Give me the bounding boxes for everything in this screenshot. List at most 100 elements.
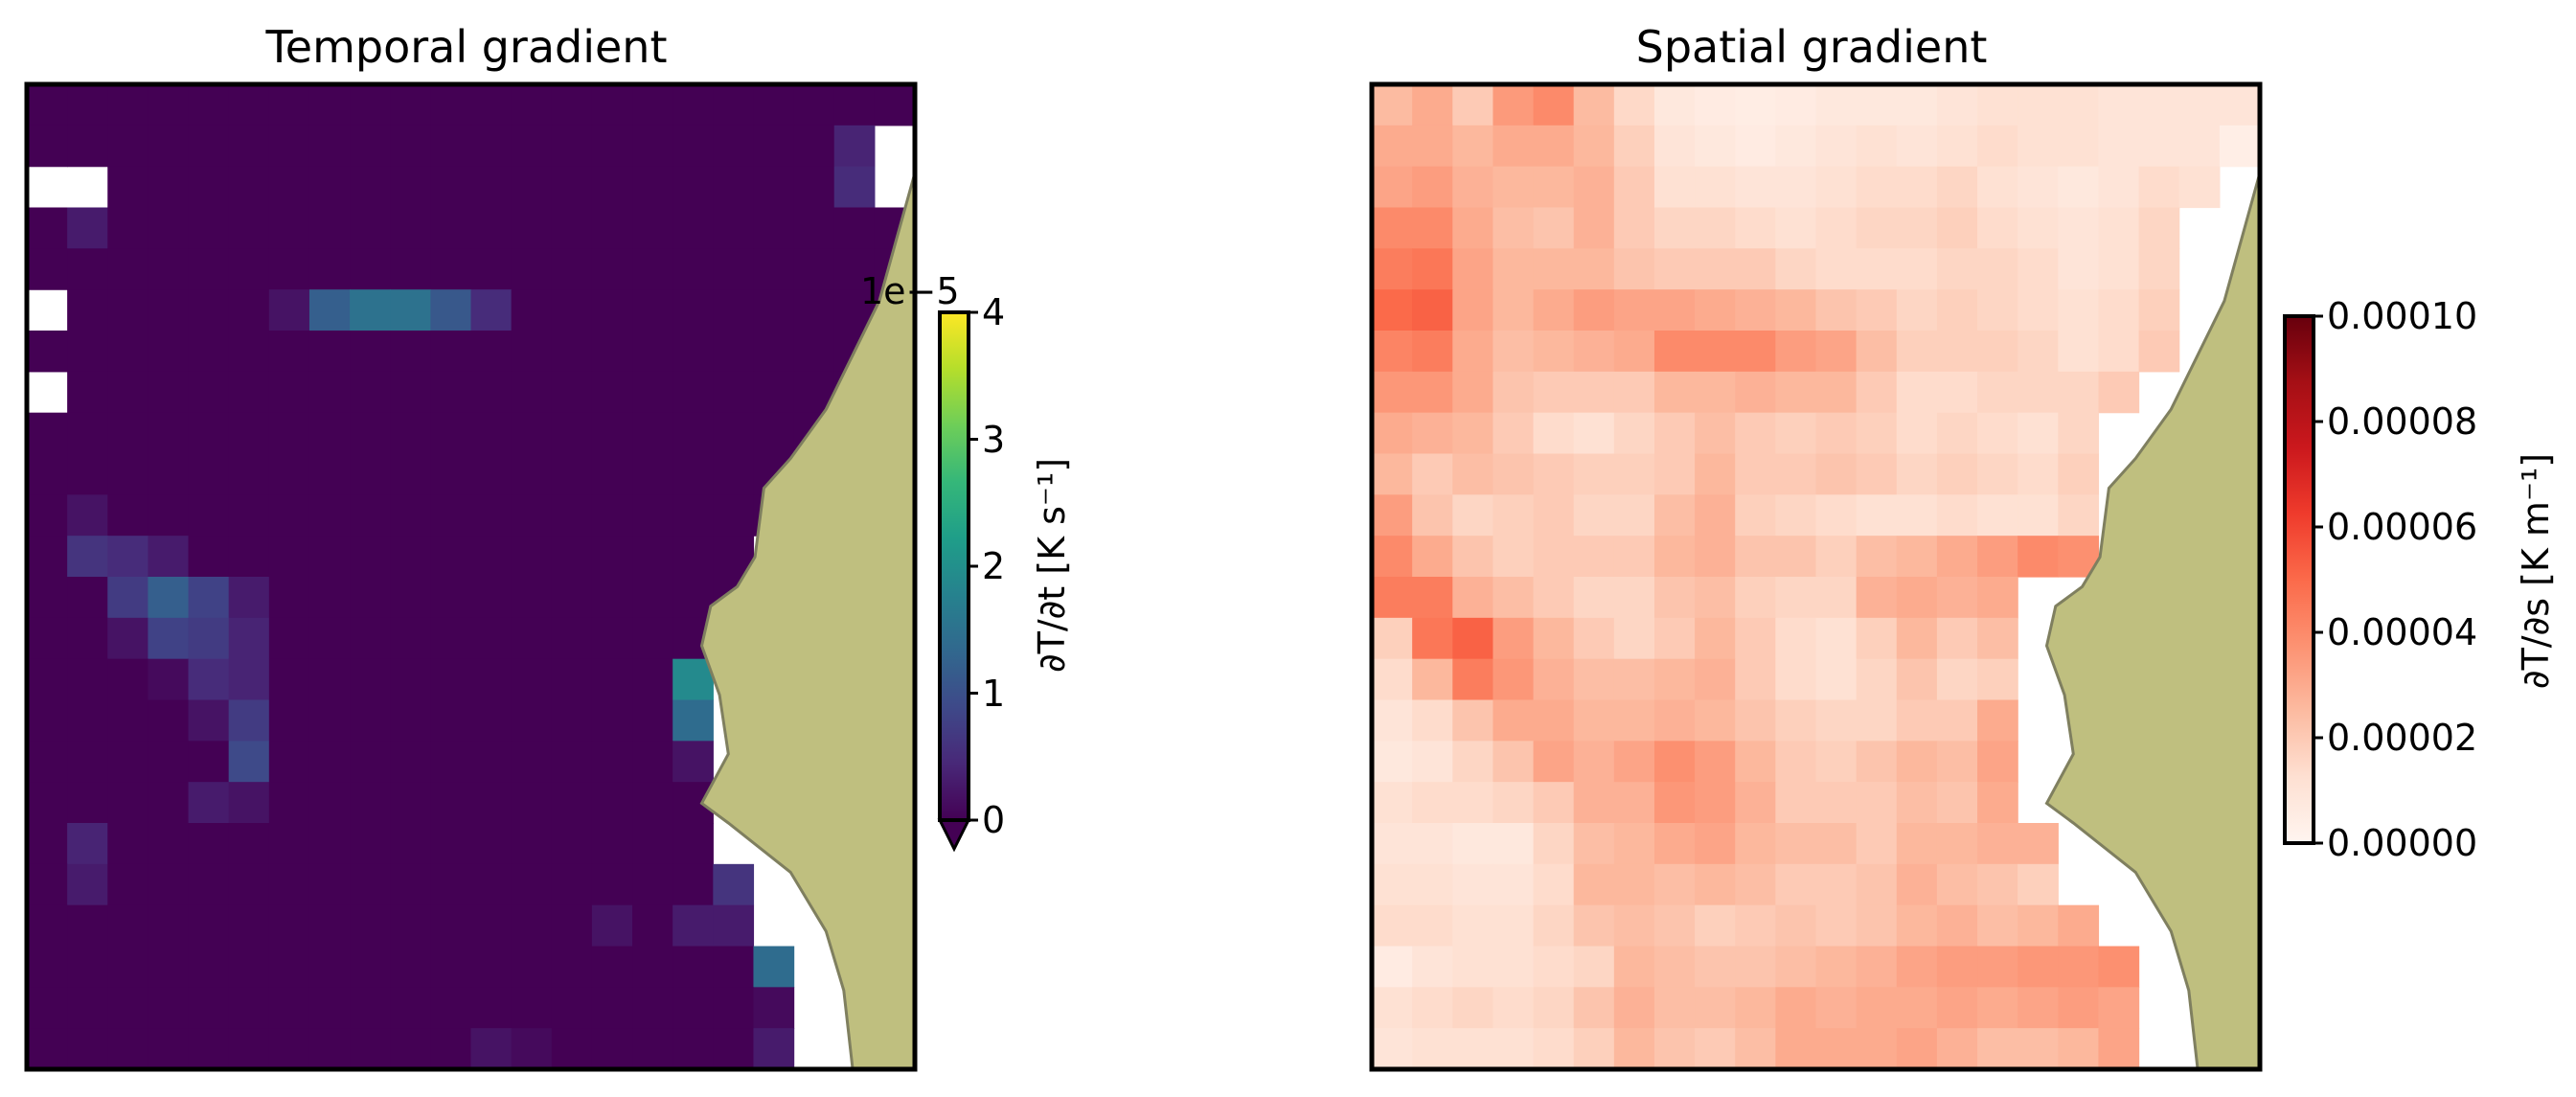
spatial-cell — [1573, 125, 1615, 168]
spatial-cell — [1412, 782, 1453, 824]
temporal-cell — [551, 289, 593, 331]
spatial-cell — [1613, 289, 1655, 331]
spatial-cell — [1613, 1028, 1655, 1070]
temporal-heatmap — [24, 81, 918, 1072]
temporal-cell — [551, 904, 593, 948]
spatial-cell — [1493, 658, 1535, 701]
spatial-cell — [1573, 289, 1615, 331]
spatial-cell — [1815, 207, 1858, 249]
temporal-cell — [350, 453, 391, 495]
temporal-cell — [308, 207, 351, 249]
temporal-cell — [148, 166, 190, 209]
spatial-cell — [2219, 84, 2261, 126]
spatial-cell — [1452, 536, 1494, 578]
spatial-cell — [1695, 782, 1736, 824]
spatial-cell — [1452, 412, 1494, 455]
temporal-cell — [713, 987, 755, 1029]
spatial-cell — [1856, 658, 1898, 701]
spatial-cell — [1977, 987, 2018, 1029]
temporal-cells — [27, 84, 916, 1070]
spatial-cell — [2178, 125, 2221, 168]
spatial-cell — [1653, 699, 1696, 742]
temporal-cell — [308, 863, 351, 906]
spatial-colorbar-tick-label: 0.00004 — [2327, 611, 2478, 653]
temporal-cell — [390, 1028, 431, 1070]
spatial-cell — [1856, 577, 1898, 619]
spatial-cell — [1613, 987, 1655, 1029]
spatial-cell — [1936, 371, 1978, 414]
temporal-cell — [430, 658, 472, 701]
temporal-cell — [148, 741, 190, 783]
spatial-cell — [1735, 577, 1776, 619]
spatial-cell — [1493, 536, 1535, 578]
temporal-cell — [350, 331, 391, 373]
spatial-cell — [1695, 1028, 1736, 1070]
spatial-cell — [1695, 207, 1736, 249]
temporal-cell — [591, 166, 633, 209]
spatial-cell — [2058, 248, 2100, 290]
spatial-cell — [1412, 1028, 1453, 1070]
temporal-cell — [551, 248, 593, 290]
temporal-cell — [470, 125, 513, 168]
spatial-cell — [2219, 125, 2261, 168]
temporal-cell — [27, 536, 68, 578]
spatial-cell — [1977, 946, 2018, 988]
spatial-cell — [1452, 1028, 1494, 1070]
temporal-cell — [470, 289, 513, 331]
spatial-cell — [1533, 536, 1575, 578]
spatial-cell — [2017, 125, 2059, 168]
temporal-cell — [470, 166, 513, 209]
spatial-cell — [2058, 453, 2100, 495]
temporal-cell — [672, 412, 714, 455]
temporal-cell — [753, 946, 795, 988]
spatial-cell — [1856, 987, 1898, 1029]
spatial-cell — [1452, 904, 1494, 948]
spatial-cell — [1936, 904, 1978, 948]
temporal-cell — [551, 125, 593, 168]
temporal-cell — [551, 782, 593, 824]
temporal-cell — [107, 699, 149, 742]
temporal-cell — [350, 782, 391, 824]
temporal-cell — [470, 453, 513, 495]
temporal-cell — [268, 658, 310, 701]
spatial-cell — [1815, 371, 1858, 414]
temporal-cell — [308, 536, 351, 578]
temporal-cell — [228, 289, 270, 331]
spatial-cell — [1613, 577, 1655, 619]
temporal-cell — [511, 1028, 553, 1070]
temporal-cell — [390, 987, 431, 1029]
spatial-cell — [1412, 863, 1453, 906]
spatial-cell — [2058, 494, 2100, 537]
spatial-cell — [1533, 658, 1575, 701]
spatial-cell — [1896, 577, 1938, 619]
temporal-cell — [753, 371, 795, 414]
temporal-cell — [308, 125, 351, 168]
temporal-cell — [308, 904, 351, 948]
temporal-colorbar-extend-min — [937, 818, 971, 853]
spatial-cell — [1977, 248, 2018, 290]
temporal-cell — [27, 1028, 68, 1070]
spatial-cell — [1735, 84, 1776, 126]
temporal-cell — [551, 658, 593, 701]
temporal-cell — [148, 987, 190, 1029]
spatial-cell — [1573, 617, 1615, 660]
spatial-cell — [1856, 125, 1898, 168]
spatial-cell — [1896, 741, 1938, 783]
spatial-cell — [1936, 863, 1978, 906]
temporal-cell — [672, 371, 714, 414]
spatial-heatmap — [1369, 81, 2263, 1072]
spatial-cell — [1775, 371, 1817, 414]
spatial-cell — [1372, 904, 1413, 948]
spatial-cell — [1856, 904, 1898, 948]
temporal-cell — [591, 536, 633, 578]
spatial-cell — [1653, 617, 1696, 660]
temporal-cell — [67, 823, 108, 865]
spatial-cell — [1533, 741, 1575, 783]
spatial-cell — [1533, 987, 1575, 1029]
temporal-cell — [350, 125, 391, 168]
spatial-cell — [1695, 371, 1736, 414]
temporal-cell — [591, 84, 633, 126]
spatial-cell — [1735, 125, 1776, 168]
spatial-cell — [1735, 904, 1776, 948]
temporal-cell — [148, 782, 190, 824]
